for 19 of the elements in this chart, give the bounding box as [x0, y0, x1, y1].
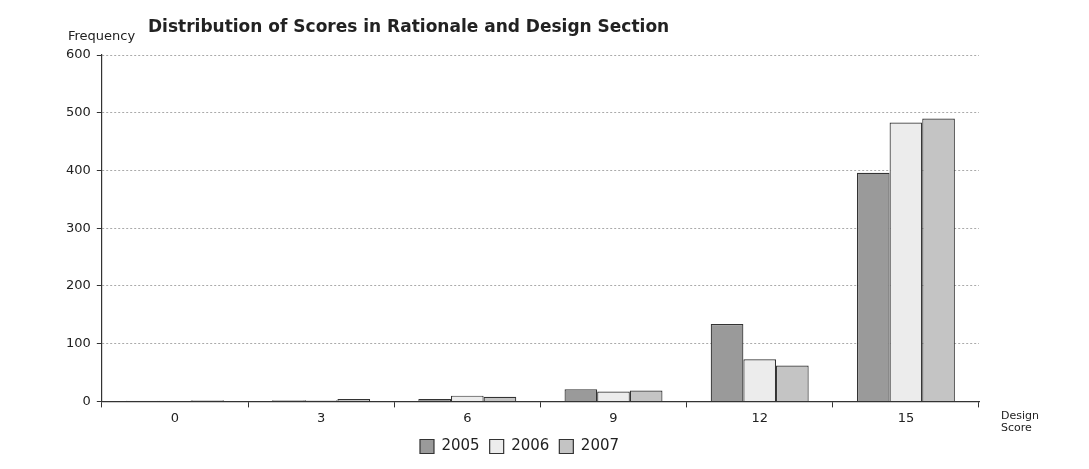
x-tick-label: 12 — [751, 409, 768, 425]
y-tick-label: 0 — [82, 392, 91, 408]
x-tick-label: 15 — [897, 409, 915, 425]
y-tick-label: 200 — [65, 277, 91, 293]
y-tick-label: 300 — [65, 219, 91, 235]
chart-title: Distribution of Scores in Rationale and Design Section — [148, 16, 670, 36]
y-tick-label: 600 — [65, 46, 91, 62]
legend-label: 2005 — [441, 436, 480, 455]
y-axis-title: Frequency — [68, 28, 136, 43]
x-tick-label: 3 — [316, 409, 326, 425]
x-axis-title: Design Score — [1001, 409, 1040, 435]
y-tick-label: 500 — [65, 104, 91, 120]
legend-label: 2007 — [580, 436, 620, 455]
y-tick-label: 100 — [65, 335, 91, 351]
legend-label: 2006 — [511, 436, 550, 455]
x-tick-label: 6 — [463, 409, 472, 425]
y-tick-label: 400 — [65, 161, 91, 177]
x-tick-label: 0 — [170, 409, 180, 425]
x-tick-label: 9 — [609, 409, 618, 425]
